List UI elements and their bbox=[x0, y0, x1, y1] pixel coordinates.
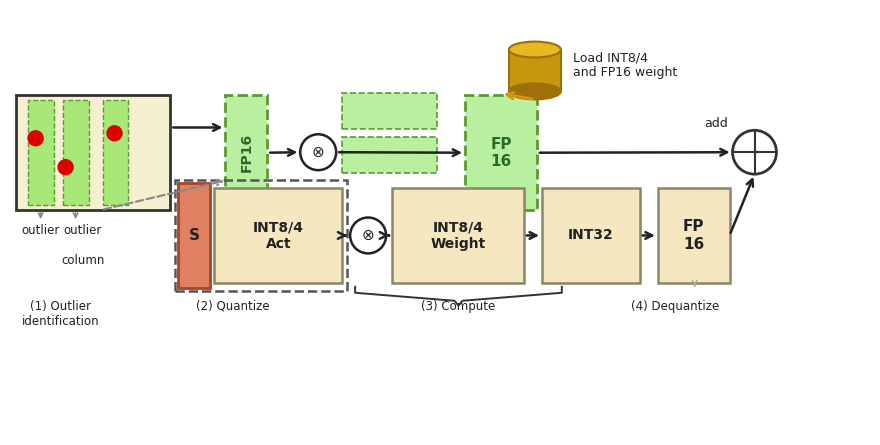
Text: outlier: outlier bbox=[63, 224, 102, 237]
Text: INT32: INT32 bbox=[568, 228, 613, 243]
Text: Load INT8/4
and FP16 weight: Load INT8/4 and FP16 weight bbox=[573, 52, 677, 80]
Bar bbox=[62, 101, 89, 205]
Bar bbox=[342, 137, 437, 173]
Bar bbox=[175, 180, 347, 291]
Text: (1) Outlier
identification: (1) Outlier identification bbox=[22, 300, 99, 328]
Circle shape bbox=[300, 134, 336, 170]
Bar bbox=[542, 188, 640, 283]
Ellipse shape bbox=[509, 41, 561, 57]
Bar bbox=[465, 95, 537, 210]
Text: FP
16: FP 16 bbox=[683, 219, 704, 252]
Bar bbox=[392, 188, 524, 283]
Bar bbox=[509, 49, 561, 91]
Text: (2) Quantize: (2) Quantize bbox=[195, 300, 269, 313]
Text: ⊗: ⊗ bbox=[362, 228, 375, 243]
Circle shape bbox=[28, 131, 43, 146]
Bar bbox=[179, 183, 210, 288]
Bar bbox=[103, 101, 128, 205]
Text: FP
16: FP 16 bbox=[490, 137, 511, 169]
Bar bbox=[342, 93, 437, 129]
Bar bbox=[215, 188, 342, 283]
Text: FP16: FP16 bbox=[239, 133, 253, 172]
Circle shape bbox=[350, 218, 386, 253]
Circle shape bbox=[58, 160, 73, 174]
Text: ⊗: ⊗ bbox=[312, 145, 325, 160]
Circle shape bbox=[107, 126, 122, 141]
Bar bbox=[16, 95, 171, 210]
Text: outlier: outlier bbox=[21, 224, 60, 237]
Bar bbox=[27, 101, 54, 205]
Text: INT8/4
Act: INT8/4 Act bbox=[253, 220, 304, 251]
Bar bbox=[225, 95, 268, 210]
Text: (3) Compute: (3) Compute bbox=[421, 300, 495, 313]
Bar bbox=[657, 188, 730, 283]
Circle shape bbox=[732, 130, 776, 174]
Ellipse shape bbox=[509, 84, 561, 99]
Text: (4) Dequantize: (4) Dequantize bbox=[630, 300, 719, 313]
Text: S: S bbox=[189, 228, 200, 243]
Text: INT8/4
Weight: INT8/4 Weight bbox=[430, 220, 486, 251]
Text: add: add bbox=[705, 117, 729, 130]
Text: column: column bbox=[61, 254, 104, 267]
